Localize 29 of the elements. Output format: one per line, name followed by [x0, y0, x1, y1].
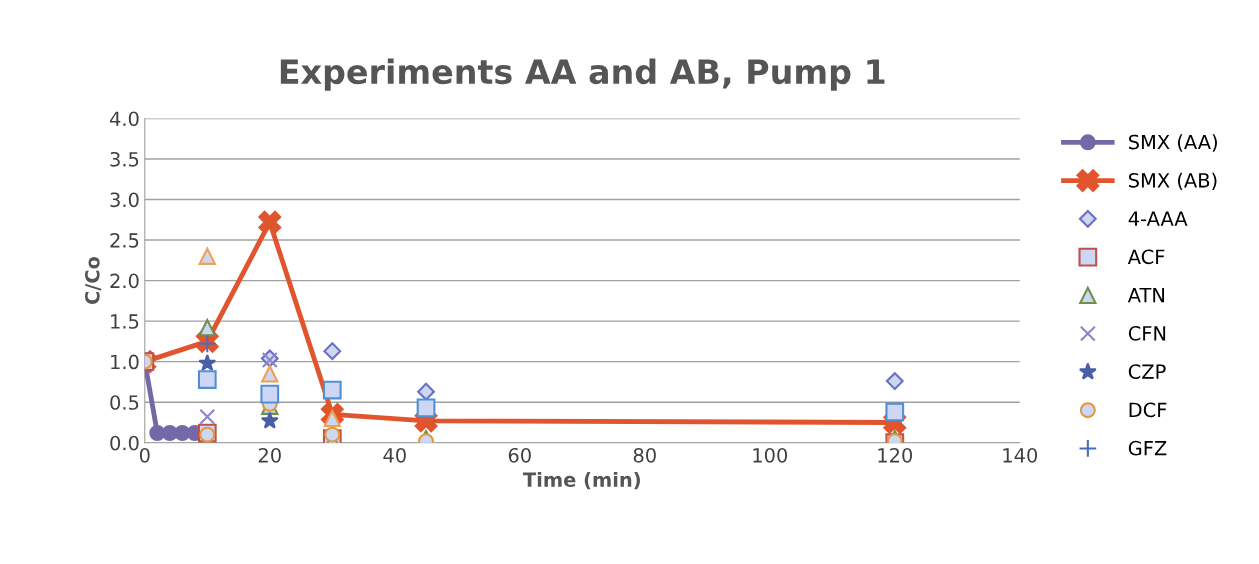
- y-tick-label: 2.0: [110, 273, 139, 289]
- legend-label: ACF: [1127, 249, 1165, 265]
- legend-label: SMX (AB): [1128, 172, 1217, 190]
- x-tick-label: 120: [878, 447, 913, 463]
- legend-label: ATN: [1127, 287, 1165, 303]
- y-tick-label: 4.0: [109, 111, 139, 127]
- x-tick-label: 20: [258, 447, 281, 463]
- x-tick-label: 80: [633, 447, 656, 463]
- x-tick-label: 60: [508, 447, 531, 463]
- x-axis-title: Time (min): [523, 471, 640, 490]
- y-tick-label: 0.5: [110, 395, 139, 410]
- y-tick-label: 3.5: [110, 151, 139, 167]
- x-tick-label: 100: [753, 447, 788, 463]
- y-tick-label: 3.0: [110, 192, 139, 208]
- x-tick-label: 40: [383, 447, 406, 463]
- legend-label: 4-AAA: [1128, 211, 1188, 226]
- y-tick-label: 0.0: [110, 435, 139, 451]
- y-tick-label: 2.5: [110, 233, 139, 248]
- legend-label: GFZ: [1128, 440, 1167, 456]
- chart-title: Experiments AA and AB, Pump 1: [280, 58, 885, 91]
- x-tick-label: 0: [139, 447, 150, 463]
- y-axis-title: C/Co: [84, 256, 102, 305]
- y-tick-label: 1.5: [111, 314, 139, 329]
- legend-label: CFN: [1128, 326, 1166, 341]
- legend-label: DCF: [1129, 402, 1167, 418]
- y-tick-label: 1.0: [111, 354, 139, 370]
- legend-label: CZP: [1128, 364, 1166, 379]
- x-tick-label: 140: [1003, 447, 1038, 463]
- legend-label: SMX (AA): [1128, 134, 1217, 152]
